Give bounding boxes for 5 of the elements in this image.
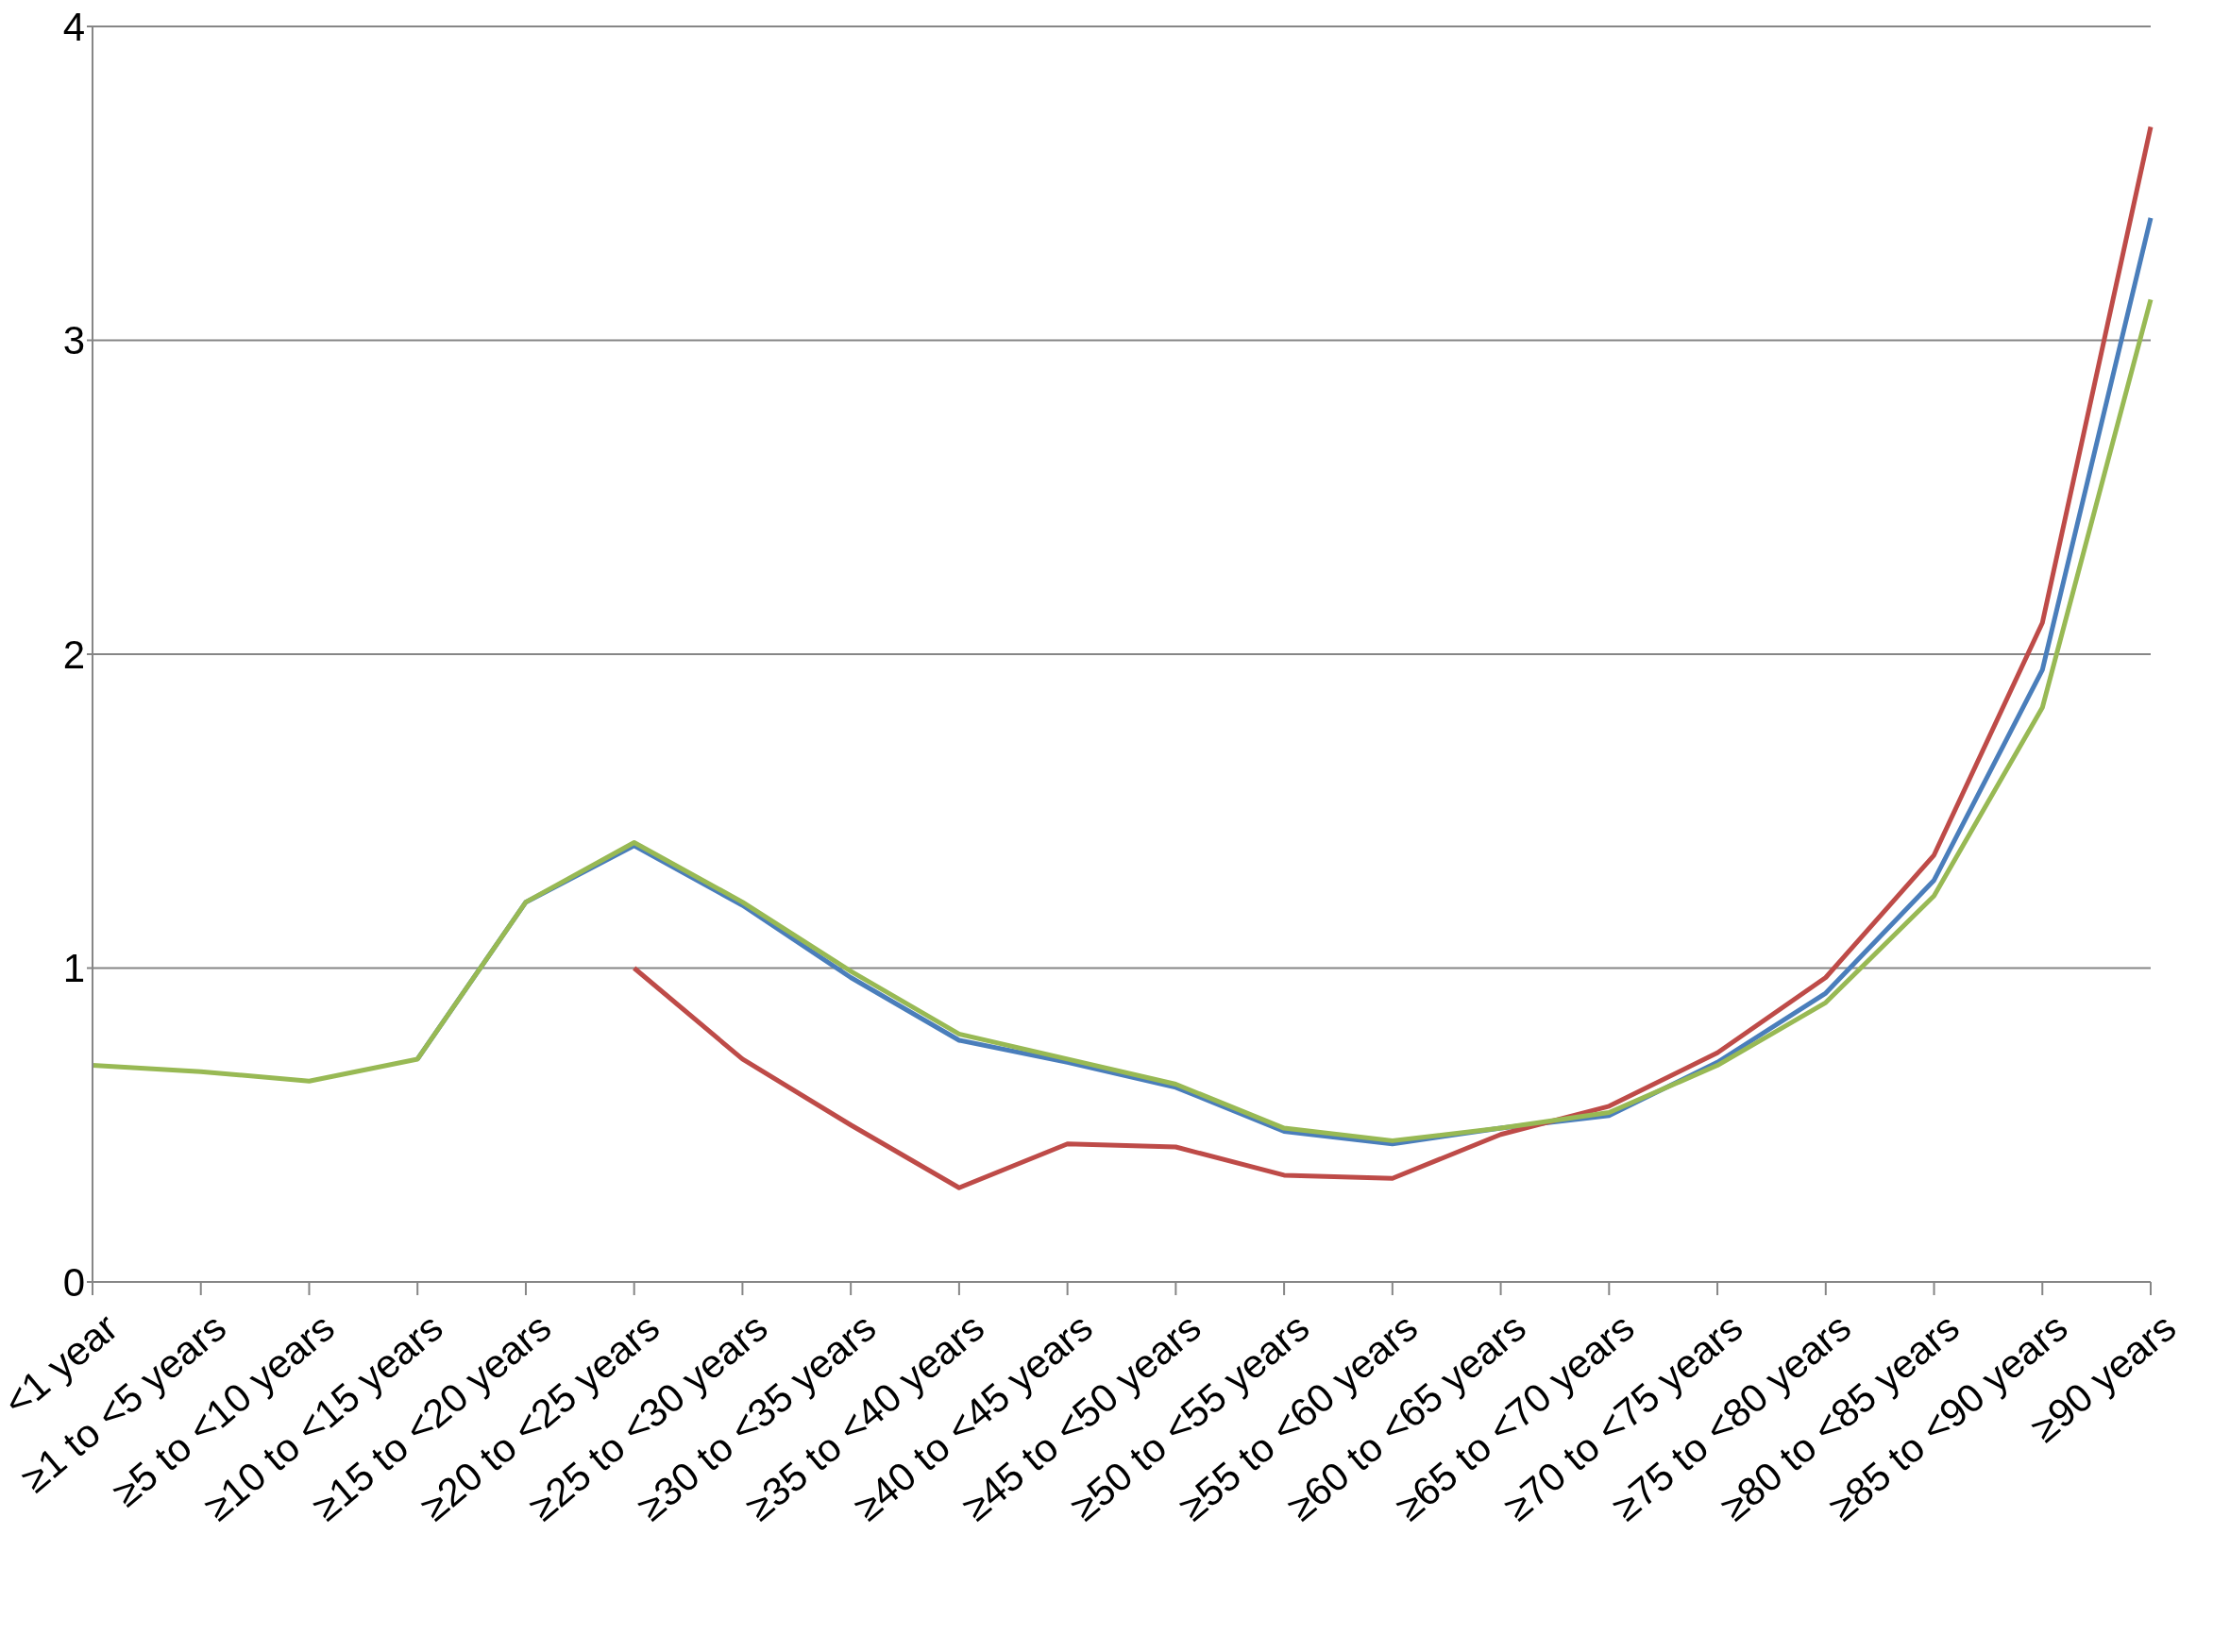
y-tick-label: 2 bbox=[62, 632, 85, 677]
y-tick-label: 4 bbox=[62, 4, 85, 49]
y-tick-label: 3 bbox=[62, 318, 85, 363]
y-tick-label: 0 bbox=[62, 1259, 85, 1305]
y-tick-label: 1 bbox=[62, 946, 85, 991]
